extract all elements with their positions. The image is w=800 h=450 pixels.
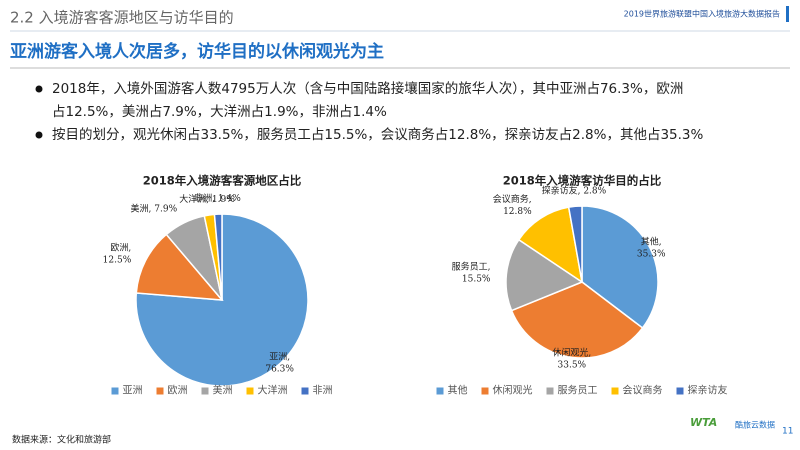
- legend-swatch: [546, 387, 554, 395]
- data-label: 休闲观光, 33.5%: [552, 346, 591, 370]
- bullet-text: 占12.5%，美洲占7.9%，大洋洲占1.9%，非洲占1.4%: [52, 104, 387, 120]
- legend-label: 大洋洲: [258, 384, 288, 397]
- legend-swatch: [436, 387, 444, 395]
- legend-swatch: [156, 387, 164, 395]
- legend-label: 探亲访友: [688, 384, 728, 397]
- legend-label: 休闲观光: [493, 384, 533, 397]
- bullet-text: 按目的划分，观光休闲占33.5%，服务员工占15.5%，会议商务占12.8%，探…: [52, 127, 704, 143]
- legend: 其他 休闲观光 服务员工 会议商务 探亲访友: [436, 384, 728, 397]
- headline: 亚洲游客入境人次居多，访华目的以休闲观光为主: [10, 41, 384, 62]
- legend-swatch: [676, 387, 684, 395]
- legend-label: 非洲: [313, 385, 333, 397]
- pie-slice: [213, 213, 223, 301]
- data-label: 会议商务, 12.8%: [493, 192, 532, 216]
- legend-swatch: [246, 387, 254, 395]
- pie-slice: [581, 205, 659, 330]
- data-label: 探亲访友, 2.8%: [542, 184, 607, 196]
- section-title: 2.2 入境游客客源地区与访华目的: [10, 9, 234, 27]
- pie-slice: [135, 233, 224, 301]
- logo-text: 酷旅云数据: [735, 420, 775, 430]
- pie-slice: [505, 238, 584, 312]
- legend-label: 美洲: [213, 384, 233, 397]
- chart-title: 2018年入境游客客源地区占比: [143, 174, 302, 188]
- data-label: 大洋洲, 1.9%: [179, 193, 235, 205]
- data-label: 欧洲, 12.5%: [103, 241, 132, 265]
- bullet-dot: [35, 85, 43, 93]
- pie-slice: [517, 206, 584, 284]
- legend-label: 会议商务: [623, 384, 663, 397]
- legend-label: 亚洲: [123, 385, 143, 397]
- bullet-text: 2018年，入境外国游客人数4795万人次（含与中国陆路接壤国家的旅华人次），其…: [52, 80, 683, 97]
- source-note: 数据来源：文化和旅游部: [12, 434, 111, 446]
- data-label: 亚洲, 76.3%: [265, 351, 294, 374]
- report-title: 2019世界旅游联盟中国入境旅游大数据报告: [624, 9, 780, 19]
- pie-slice: [567, 205, 583, 283]
- data-label: 服务员工, 15.5%: [452, 260, 491, 284]
- pie-slice: [135, 213, 309, 387]
- bullet-dot: [35, 131, 43, 139]
- legend-swatch: [301, 387, 309, 395]
- legend-label: 其他: [448, 384, 468, 397]
- legend-label: 欧洲: [168, 385, 188, 397]
- logo-text: WTA: [690, 416, 717, 429]
- data-label: 其他, 35.3%: [637, 235, 666, 259]
- report-bar: [786, 6, 789, 22]
- legend-label: 服务员工: [558, 384, 598, 397]
- pie-slice: [510, 281, 644, 359]
- legend-swatch: [481, 387, 489, 395]
- legend: 亚洲 欧洲 美洲 大洋洲 非洲: [111, 384, 333, 397]
- chart-title: 2018年入境游客访华目的占比: [503, 174, 662, 188]
- page-number: 11: [782, 427, 793, 437]
- data-label: 美洲, 7.9%: [131, 202, 178, 214]
- legend-swatch: [611, 387, 619, 395]
- legend-swatch: [201, 387, 209, 395]
- legend-swatch: [111, 387, 119, 395]
- data-label: 非洲, 1.4%: [194, 192, 241, 204]
